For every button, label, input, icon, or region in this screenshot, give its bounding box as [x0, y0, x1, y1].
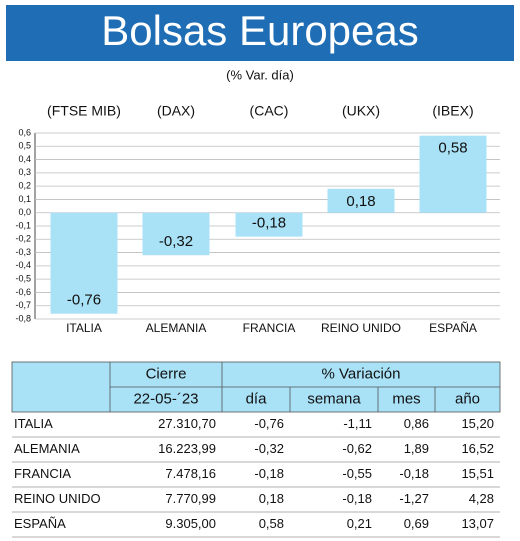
table-cell: 15,20	[461, 416, 494, 431]
data-label: 0,58	[438, 140, 467, 157]
y-tick-label: -0,1	[15, 220, 31, 230]
table-header: 22-05-´23	[133, 390, 198, 407]
table-cell: -0,18	[399, 466, 429, 481]
table-cell: 0,69	[404, 516, 429, 531]
data-label: 0,18	[346, 193, 375, 210]
y-tick-label: 0,2	[18, 181, 31, 191]
table-cell: -0,55	[342, 466, 372, 481]
x-tick-label: ITALIA	[66, 321, 102, 335]
bar	[327, 188, 395, 213]
bar	[419, 135, 487, 213]
data-label: -0,76	[67, 292, 101, 309]
y-tick-label: 0,4	[18, 154, 31, 164]
chart-title: Bolsas Europeas	[101, 7, 419, 54]
y-tick-label: 0,0	[18, 207, 31, 217]
bar	[235, 212, 303, 237]
bar	[50, 212, 118, 314]
table-cell: FRANCIA	[14, 466, 71, 481]
y-tick-label: 0,3	[18, 167, 31, 177]
ticker-label: (CAC)	[250, 103, 289, 119]
chart-subtitle: (% Var. día)	[226, 67, 294, 82]
x-tick-label: ALEMANIA	[146, 321, 207, 335]
table-cell: 0,58	[259, 516, 284, 531]
y-tick-label: -0,2	[15, 234, 31, 244]
table-cell: 0,21	[347, 516, 372, 531]
x-tick-label: REINO UNIDO	[321, 321, 401, 335]
table-cell: -1,27	[399, 491, 429, 506]
table-cell: 9.305,00	[165, 516, 216, 531]
table-cell: 1,89	[404, 441, 429, 456]
x-tick-label: ESPAÑA	[429, 321, 477, 335]
table-cell: -1,11	[343, 416, 372, 431]
y-tick-label: -0,8	[15, 313, 31, 323]
bar	[142, 212, 210, 256]
table-cell: -0,18	[342, 491, 372, 506]
table-cell: 15,51	[461, 466, 494, 481]
table-cell: -0,62	[342, 441, 372, 456]
ticker-label: (UKX)	[342, 103, 380, 119]
table-cell: ESPAÑA	[14, 516, 66, 531]
table-cell: ALEMANIA	[14, 441, 80, 456]
y-tick-label: -0,6	[15, 287, 31, 297]
ticker-label: (FTSE MIB)	[47, 103, 121, 119]
table-header: día	[246, 390, 268, 407]
table-cell: 13,07	[461, 516, 494, 531]
table-cell: 7.770,99	[165, 491, 216, 506]
table-cell: 0,18	[259, 491, 284, 506]
y-tick-label: 0,1	[18, 194, 31, 204]
table-header: mes	[392, 390, 420, 407]
table-cell: 0,86	[404, 416, 429, 431]
table-cell: 7.478,16	[165, 466, 216, 481]
title-banner	[6, 5, 514, 61]
table-cell: -0,76	[254, 416, 284, 431]
y-tick-label: -0,7	[15, 300, 31, 310]
ticker-label: (IBEX)	[432, 103, 473, 119]
table-cell: 16.223,99	[158, 441, 216, 456]
table-cell: ITALIA	[14, 416, 53, 431]
data-label: -0,32	[159, 233, 193, 250]
data-label: -0,18	[252, 215, 286, 232]
y-tick-label: -0,5	[15, 274, 31, 284]
table-cell: 27.310,70	[158, 416, 216, 431]
table-cell: -0,32	[254, 441, 284, 456]
table-cell: 4,28	[469, 491, 494, 506]
table-header: Cierre	[146, 365, 187, 382]
table-cell: REINO UNIDO	[14, 491, 101, 506]
y-tick-label: -0,4	[15, 260, 31, 270]
table-cell: -0,18	[254, 466, 284, 481]
table-header: año	[455, 390, 480, 407]
x-tick-label: FRANCIA	[243, 321, 296, 335]
y-tick-label: -0,3	[15, 247, 31, 257]
ticker-label: (DAX)	[157, 103, 195, 119]
table-header: semana	[307, 390, 361, 407]
y-tick-label: 0,6	[18, 127, 31, 137]
table-header: % Variación	[322, 365, 401, 382]
y-tick-label: 0,5	[18, 141, 31, 151]
table-cell: 16,52	[461, 441, 494, 456]
